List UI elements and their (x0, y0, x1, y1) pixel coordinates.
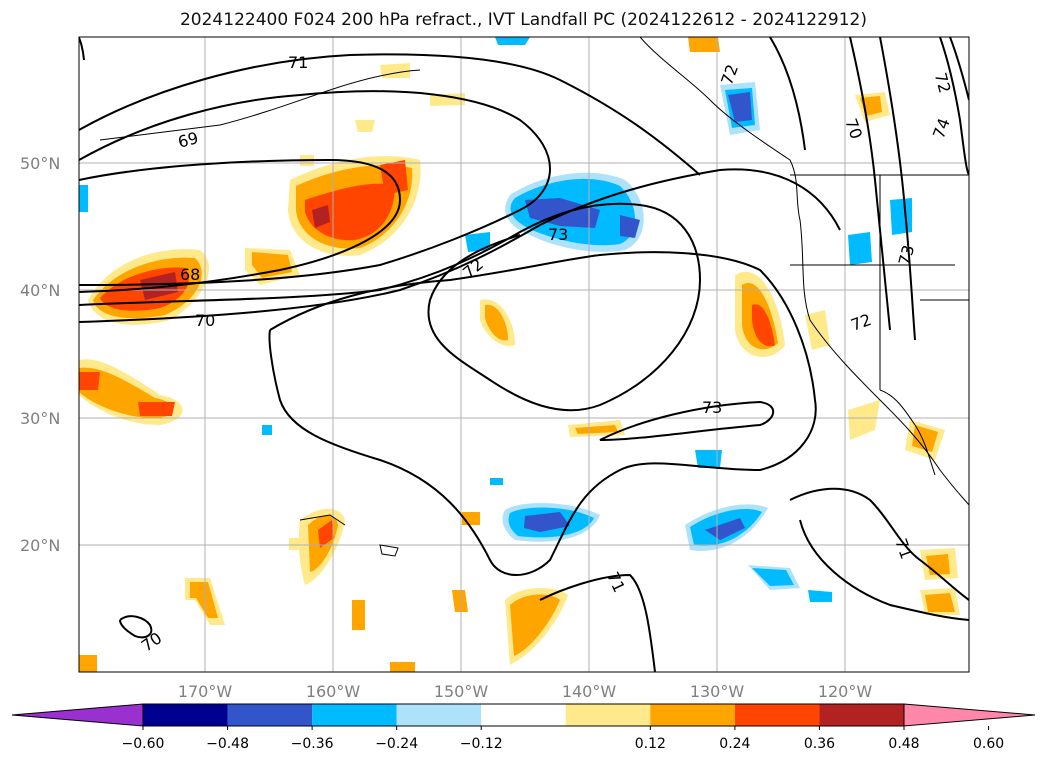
lat-label: 30°N (20, 409, 60, 428)
colorbar-tick-label: 0.24 (719, 736, 750, 752)
colorbar-tick-label: 0.36 (804, 736, 835, 752)
contour-label: 73 (895, 243, 919, 268)
colorbar-tick-label: −0.48 (206, 736, 249, 752)
lon-label: 150°W (434, 682, 489, 701)
colorbar-segment (481, 704, 566, 726)
colorbar-tick-label: −0.12 (460, 736, 503, 752)
colorbar-outline (142, 703, 905, 727)
contour-label: 73 (702, 398, 722, 417)
contour-label: 73 (548, 225, 568, 244)
lon-label: 170°W (178, 682, 233, 701)
colorbar-tick-label: −0.36 (291, 736, 334, 752)
longitude-labels: 170°W 160°W 150°W 140°W 130°W 120°W (178, 682, 873, 701)
contour-label: 70 (195, 311, 215, 330)
colorbar-tick-label: 0.48 (888, 736, 919, 752)
colorbar-segment (396, 704, 482, 726)
lon-label: 140°W (562, 682, 617, 701)
colorbar-extend-low (11, 703, 144, 727)
colorbar-segment (650, 704, 735, 726)
colorbar: −0.60 −0.48 −0.36 −0.24 −0.12 0.12 0.24 0.36 0.4… (11, 703, 1036, 752)
map-gridlines (79, 37, 969, 672)
colorbar-segment (565, 704, 651, 726)
latitude-labels: 50°N 40°N 30°N 20°N (20, 154, 60, 555)
colorbar-segment (734, 704, 820, 726)
contour-label: 71 (288, 53, 308, 72)
colorbar-segment (819, 704, 904, 726)
colorbar-tick-label: 0.60 (973, 736, 1004, 752)
lon-label: 160°W (306, 682, 361, 701)
colorbar-tick-label: −0.24 (375, 736, 418, 752)
colorbar-tick-label: 0.12 (635, 736, 666, 752)
colorbar-segment (227, 704, 313, 726)
lat-label: 40°N (20, 281, 60, 300)
lon-label: 120°W (818, 682, 873, 701)
contour-label: 68 (180, 265, 200, 284)
colorbar-tick-label: −0.60 (122, 736, 165, 752)
colorbar-extend-high (903, 703, 1036, 727)
map-border (78, 36, 970, 673)
lon-label: 130°W (690, 682, 745, 701)
map-title: 2024122400 F024 200 hPa refract., IVT La… (179, 10, 867, 30)
coastlines (99, 37, 969, 557)
colorbar-segment (143, 704, 228, 726)
refractivity-contours (79, 37, 969, 672)
lat-label: 50°N (20, 154, 60, 173)
colorbar-segment (312, 704, 397, 726)
lat-label: 20°N (20, 536, 60, 555)
contour-label: 69 (176, 128, 201, 152)
map-background (79, 37, 969, 672)
contour-label: 72 (931, 71, 955, 96)
